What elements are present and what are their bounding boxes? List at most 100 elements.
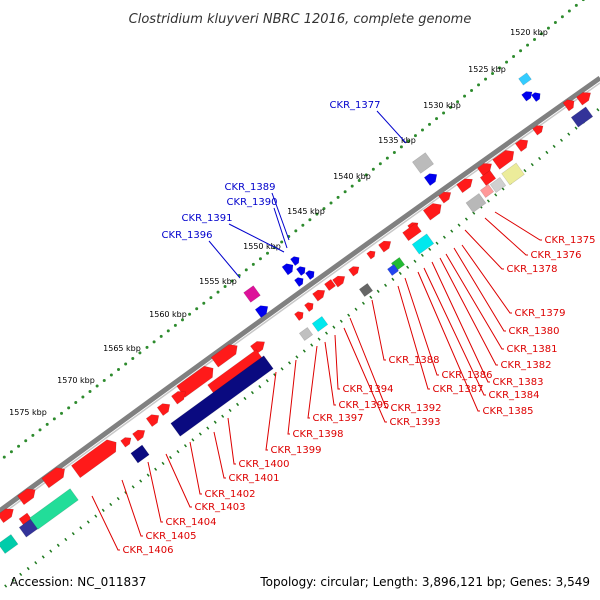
label-leader-blue [376, 110, 407, 144]
gene-label-red: CKR_1395 [339, 400, 390, 411]
gene-label-blue: CKR_1377 [330, 100, 381, 111]
gene-arrow-forward [476, 163, 493, 177]
gene-label-red: CKR_1399 [271, 445, 322, 456]
gene-label-red: CKR_1380 [509, 326, 560, 337]
accession-text: Accession: NC_011837 [10, 575, 146, 589]
label-leader-blue [208, 240, 241, 279]
tick-label: 1540 kbp [333, 172, 371, 181]
label-leader-red [453, 247, 506, 332]
gene-label-red: CKR_1403 [195, 502, 246, 513]
tick-label: 1550 kbp [243, 242, 281, 251]
label-leader-red [334, 334, 340, 390]
gene-label-red: CKR_1392 [391, 403, 442, 414]
label-leader-red [121, 479, 143, 537]
gene-label-red: CKR_1386 [442, 370, 493, 381]
gene-box-navy [170, 355, 274, 437]
gene-arrow-forward [514, 139, 529, 152]
gene-arrow-forward [575, 92, 592, 106]
gene-box-lightgray [411, 152, 435, 174]
label-leader-red [147, 461, 163, 523]
label-leader-red [213, 431, 226, 479]
label-leader-red [445, 253, 504, 350]
gene-arrow-forward [145, 414, 160, 427]
gene-arrow-blue [521, 91, 533, 102]
label-leader-red [343, 327, 387, 423]
tick-label: 1535 kbp [378, 136, 416, 145]
gene-arrow-forward [293, 311, 304, 322]
gene-arrow-forward [532, 125, 544, 136]
genome-stats-text: Topology: circular; Length: 3,896,121 bp… [259, 575, 590, 589]
label-leader-red [91, 495, 120, 551]
gene-box-lightgray [465, 193, 487, 213]
gene-label-red: CKR_1381 [507, 344, 558, 355]
gene-arrow-forward [348, 266, 360, 277]
genome-backbone [0, 75, 600, 517]
gene-box-khaki [501, 162, 525, 186]
gene-arrow-forward [456, 178, 473, 194]
gene-arrow-forward [210, 344, 238, 368]
gene-arrow-forward [422, 203, 442, 221]
gene-box-cyan [311, 316, 329, 332]
gene-label-blue: CKR_1390 [227, 197, 278, 208]
gene-arrow-blue [304, 270, 315, 281]
gene-arrow-forward [312, 289, 326, 302]
backbone-shadow [0, 82, 600, 517]
gene-arrow-blue [530, 92, 541, 103]
gene-box-cyan [518, 72, 532, 86]
gene-label-red: CKR_1383 [493, 377, 544, 388]
label-leader-red [431, 261, 490, 383]
outer-dotted-line [0, 0, 586, 463]
gene-label-red: CKR_1382 [501, 360, 552, 371]
gene-arrow-forward [492, 149, 515, 170]
gene-label-blue: CKR_1389 [225, 182, 276, 193]
gene-label-blue: CKR_1396 [162, 230, 213, 241]
label-leader-lines [91, 110, 542, 551]
gene-labels: CKR_1377 CKR_1389 CKR_1390 CKR_1391 CKR_1396… [123, 100, 596, 556]
gene-box-pink [479, 184, 495, 198]
map-title: Clostridium kluyveri NBRC 12016, complet… [129, 12, 472, 27]
gene-arrow-forward [332, 275, 346, 288]
gene-label-red: CKR_1398 [293, 429, 344, 440]
gene-arrow-forward [120, 437, 132, 448]
gene-arrow-forward [366, 250, 376, 260]
label-leader-red [189, 441, 202, 495]
gene-box-lightgray [489, 177, 507, 193]
gene-arrow-forward [303, 302, 314, 313]
gene-label-red: CKR_1384 [489, 390, 540, 401]
gene-arrow-forward [41, 467, 66, 489]
gene-arrow-forward [156, 403, 171, 416]
gene-label-red: CKR_1402 [205, 489, 256, 500]
gene-label-red: CKR_1393 [390, 417, 441, 428]
gene-arrow-forward [17, 488, 36, 506]
label-leader-red [417, 271, 480, 412]
gene-arrow-blue [254, 305, 269, 318]
label-leader-red [439, 257, 498, 366]
label-leader-red [324, 341, 336, 406]
gene-arrow-forward [562, 99, 575, 112]
label-leader-blue [271, 192, 290, 241]
gene-box-red [479, 170, 497, 186]
gene-label-blue: CKR_1391 [182, 213, 233, 224]
label-leader-red [494, 211, 542, 241]
gene-box-cyan [411, 233, 435, 255]
gene-label-red: CKR_1378 [507, 264, 558, 275]
label-leader-red [349, 317, 388, 409]
label-leader-red [397, 285, 430, 390]
gene-label-red: CKR_1405 [146, 531, 197, 542]
gene-box-lightgray [298, 327, 314, 341]
label-leader-red [371, 299, 386, 361]
gene-label-red: CKR_1388 [389, 355, 440, 366]
gene-label-red: CKR_1379 [515, 308, 566, 319]
tick-label: 1545 kbp [287, 207, 325, 216]
gene-label-red: CKR_1397 [313, 413, 364, 424]
tick-label: 1555 kbp [199, 277, 237, 286]
gene-arrow-forward [0, 508, 14, 524]
gene-box-navy [130, 444, 150, 464]
gene-arrow-blue [281, 263, 294, 276]
gene-label-red: CKR_1375 [545, 235, 596, 246]
gene-label-red: CKR_1385 [483, 406, 534, 417]
gene-label-red: CKR_1404 [166, 517, 217, 528]
label-leader-red [464, 229, 504, 270]
gene-arrow-blue [289, 256, 300, 267]
